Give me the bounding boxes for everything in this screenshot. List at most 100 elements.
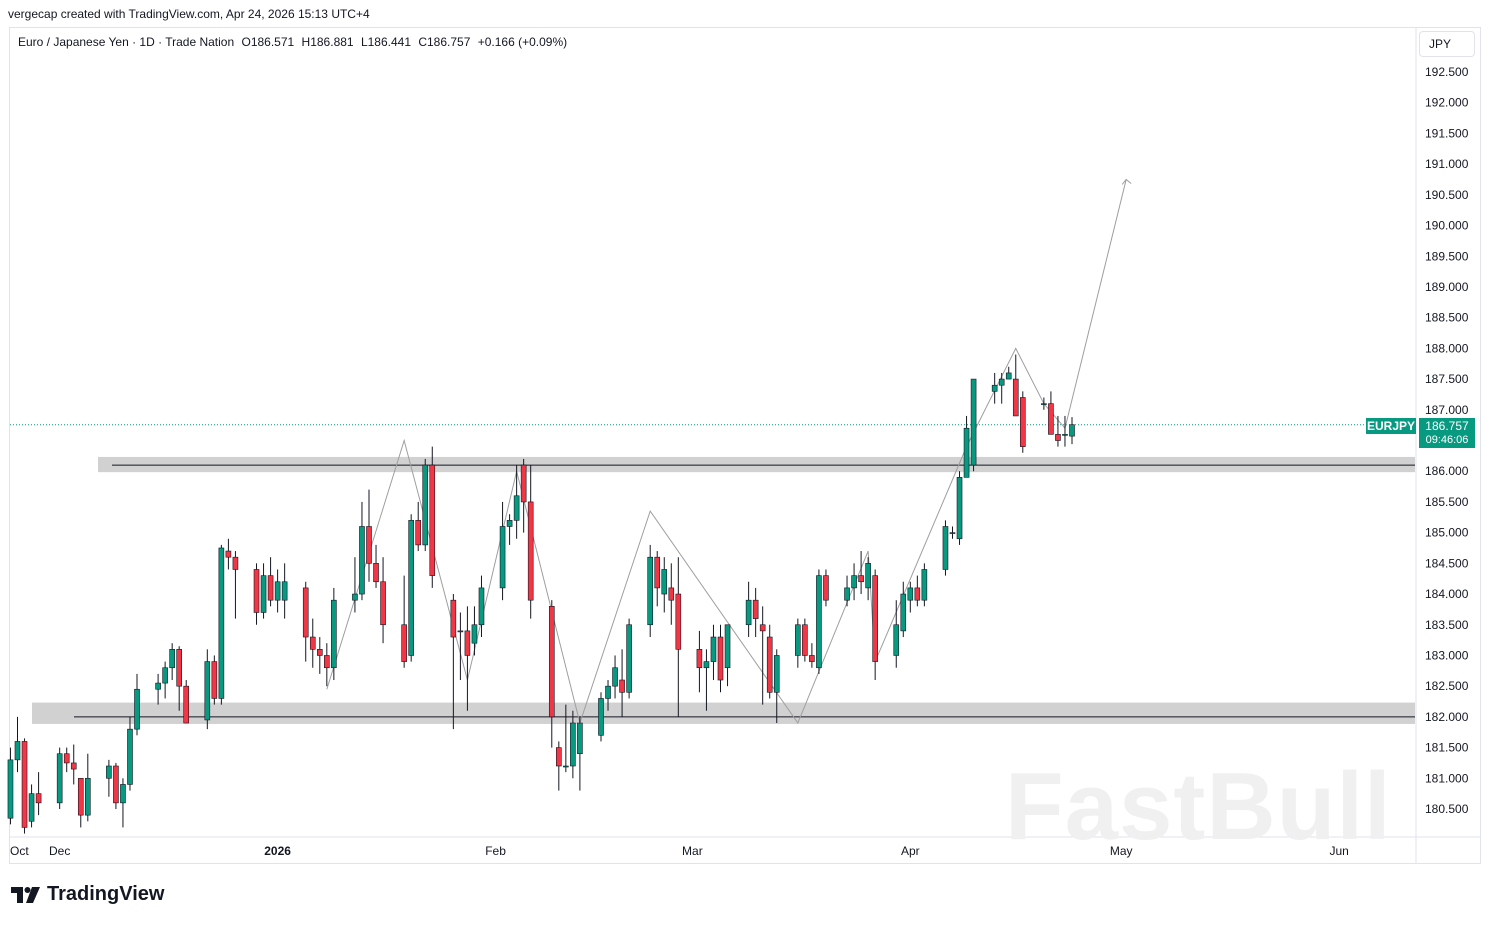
candle-body [907,587,914,601]
last-price-value: 186.757 [1425,419,1469,433]
candle-body [570,722,576,767]
candle-body [963,427,970,478]
candle-body [520,464,527,503]
candle-body [647,556,654,626]
y-tick-label: 188.500 [1425,311,1469,325]
candle-body [893,624,900,656]
candle-body [478,587,485,626]
candle-body [724,624,731,669]
legend-symbol: Euro / Japanese Yen · 1D · Trade Nation [18,35,235,49]
candle-body [499,526,506,589]
candle-body [408,520,414,656]
y-tick-label: 192.500 [1425,65,1469,79]
x-tick-label: Mar [682,844,703,858]
candle-body [302,587,309,638]
candle-body [85,777,91,816]
candle-body [527,501,534,601]
candle-body [155,682,161,690]
candle-body [120,784,126,804]
x-tick-label: May [1110,844,1133,858]
candle-body [471,624,478,644]
candle-body [1062,434,1068,436]
candle-body [169,649,175,669]
candle-body [21,741,28,828]
fastbull-watermark: FastBull [1005,753,1392,860]
candle-body [942,526,949,570]
candle-body [865,563,871,589]
candle-body [745,599,752,626]
tradingview-icon [11,886,40,903]
ohlc-legend: Euro / Japanese Yen · 1D · Trade Nation … [18,35,571,49]
candle-body [267,575,274,601]
legend-close: C186.757 [418,35,471,49]
y-tick-label: 192.000 [1425,96,1469,110]
y-tick-label: 184.000 [1425,587,1469,601]
candle-body [77,777,84,816]
candle-body [816,575,822,669]
candle-body [998,378,1005,386]
candle-body [352,593,358,601]
candle-body [858,575,864,583]
candle-body [450,599,457,638]
y-tick-label: 183.500 [1425,618,1469,632]
y-tick-label: 187.000 [1425,403,1469,417]
y-tick-label: 182.500 [1425,679,1469,693]
sr-zone [32,702,1415,724]
x-tick-label: Feb [485,844,506,858]
candle-body [281,581,288,601]
candle-body [14,741,21,761]
candle-body [464,630,471,656]
candle-body [253,569,260,613]
candle-body [63,753,70,764]
candle-body [851,575,857,589]
y-tick-label: 191.500 [1425,126,1469,140]
candle-body [823,575,829,601]
candle-body [844,587,850,601]
candle-body [548,606,555,718]
currency-button[interactable]: JPY [1419,31,1475,57]
candle-body [759,624,766,632]
candle-body [795,624,801,656]
candle-body [106,765,112,779]
legend-low: L186.441 [360,35,411,49]
y-tick-label: 181.500 [1425,741,1469,755]
candle-body [211,661,218,699]
candle-body [1005,372,1012,380]
candle-body [675,593,682,650]
x-tick-label: Oct [10,844,29,858]
y-tick-label: 188.000 [1425,341,1469,355]
candle-body [661,569,668,595]
candle-body [612,667,618,687]
candle-body [429,464,436,576]
tradingview-logo[interactable]: TradingView [11,883,164,906]
candle-body [380,581,386,626]
candle-body [415,520,422,546]
candle-body [809,655,815,662]
chart-caption: vergecap created with TradingView.com, A… [8,7,370,21]
y-tick-label: 180.500 [1425,802,1469,816]
candle-body [366,526,372,564]
candle-body [991,384,998,392]
candle-body [232,556,239,570]
x-tick-label: 2026 [264,844,291,858]
candle-body [626,624,632,693]
candle-body [204,661,211,721]
projection-arrowhead [1121,178,1132,185]
candle-body [802,624,808,656]
x-tick-label: Apr [901,844,920,858]
candle-body [914,587,921,601]
candle-body [1055,434,1061,441]
chart-frame [9,27,1481,864]
candle-body [422,464,429,546]
candle-body [457,630,464,633]
candle-body [921,569,928,601]
candle-body [619,679,625,693]
candle-body [274,581,281,601]
candle-body [970,378,977,466]
candle-body [766,636,773,693]
candle-body [1048,403,1054,435]
candle-body [513,495,520,521]
candle-body [309,636,316,650]
candle-body [70,762,77,770]
